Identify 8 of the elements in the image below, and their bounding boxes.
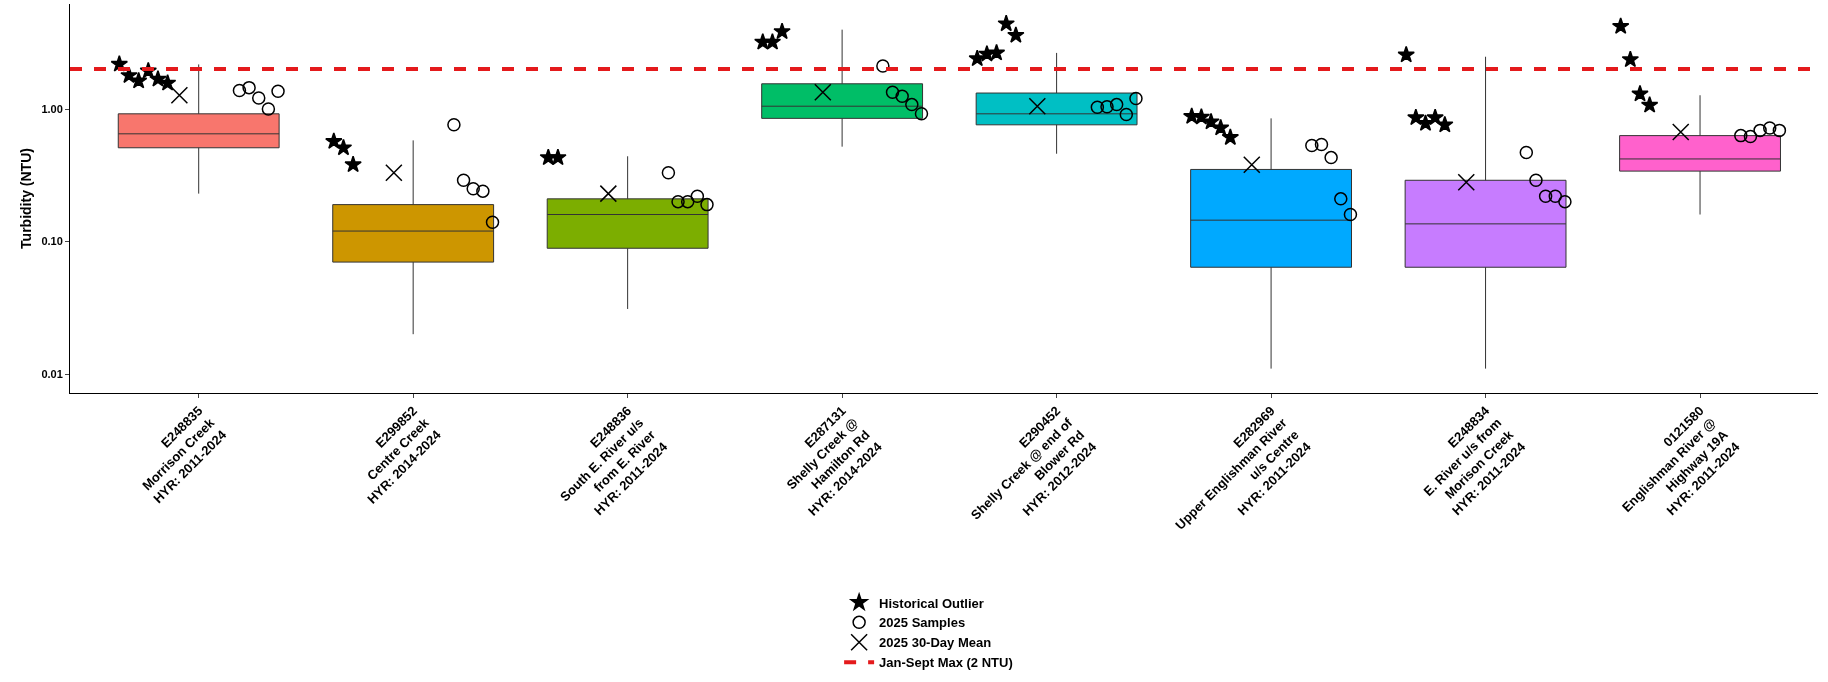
y-axis-title: Turbidity (NTU) [17,148,34,249]
legend-label: Historical Outlier [879,595,984,611]
y-tick-label: 0.01 [41,367,63,380]
y-tick-label: 1.00 [41,102,63,115]
legend-label: Jan-Sept Max (2 NTU) [879,655,1013,671]
y-tick-label: 0.10 [41,235,63,248]
legend-label: 2025 Samples [879,615,966,631]
legend-label: 2025 30-Day Mean [879,635,992,651]
